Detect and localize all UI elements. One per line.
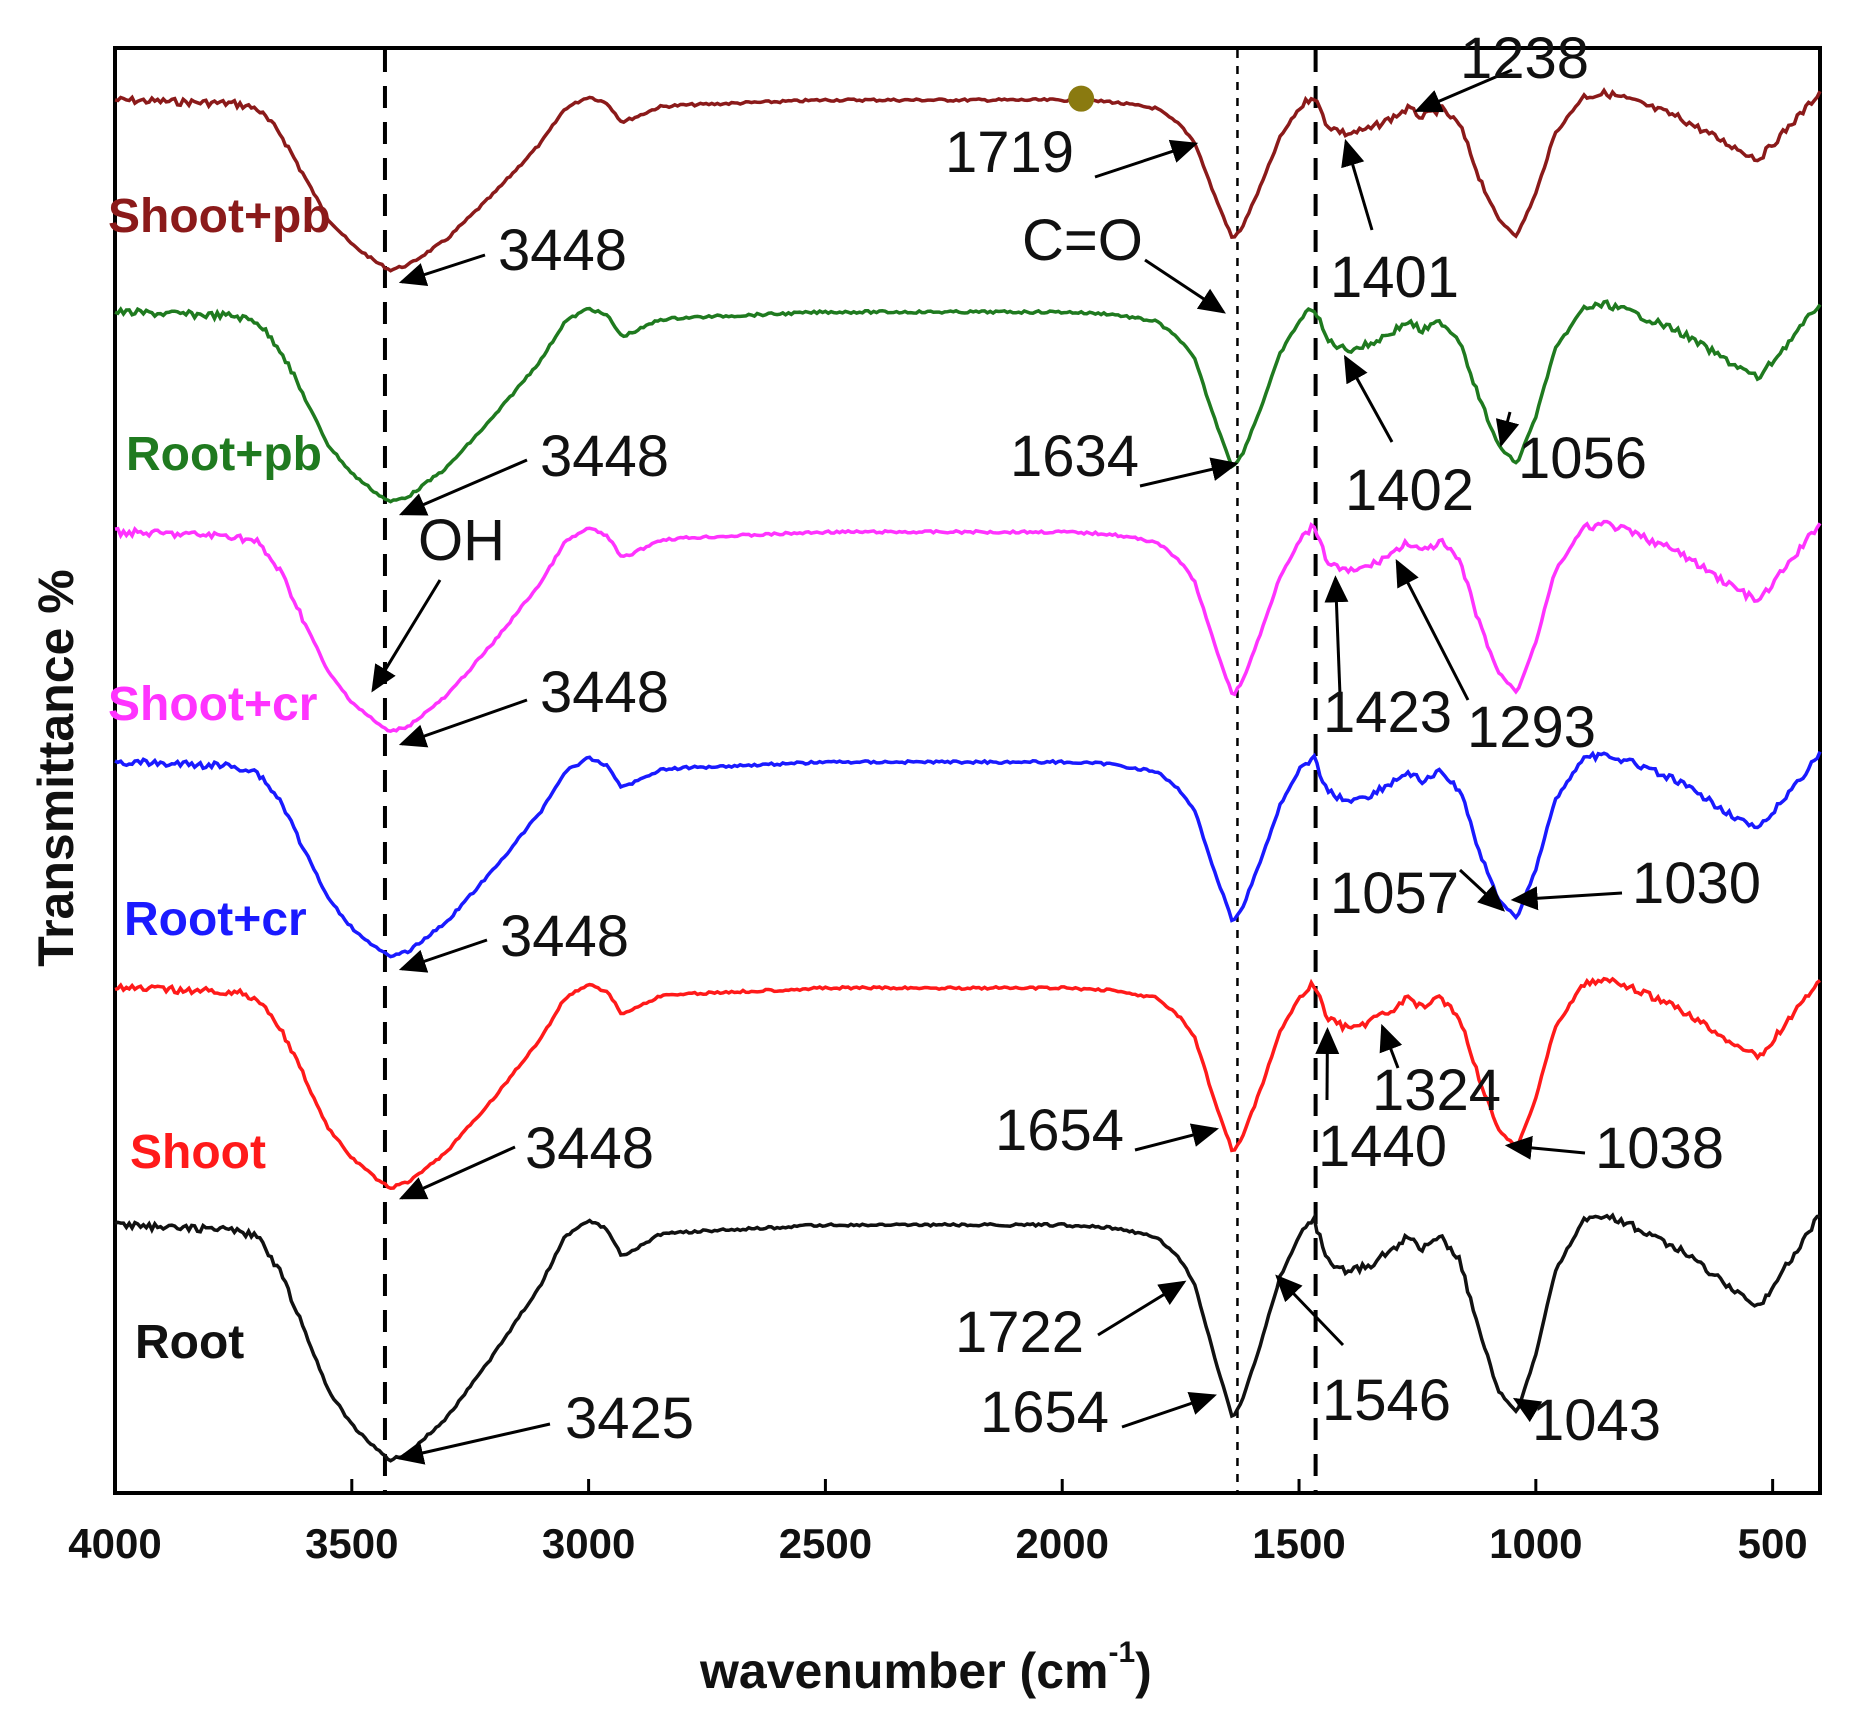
annotation-label-14: 3448: [500, 904, 629, 969]
x-tick-label-2000: 2000: [1016, 1520, 1109, 1567]
annotation-arrow-23: [396, 1422, 551, 1465]
annotation-label-12: 1423: [1323, 680, 1452, 745]
annotation-label-9: 1056: [1518, 426, 1647, 491]
annotation-arrow-18: [1134, 1123, 1219, 1152]
annotation-arrow-3: [1341, 138, 1374, 231]
x-axis-ticks: 4000 3500 3000 2500 2000 1500 1000 500: [68, 1479, 1808, 1567]
annotation-label-16: 1030: [1632, 851, 1761, 916]
annotation-label-3: 1401: [1330, 245, 1459, 310]
annotation-arrow-15: [1458, 868, 1506, 912]
series-label-shoot-cr: Shoot+cr: [108, 678, 317, 731]
x-axis-title: wavenumber (cm-1): [699, 1636, 1152, 1699]
annotation-label-25: 1546: [1322, 1368, 1451, 1433]
annotation-label-18: 1654: [995, 1098, 1124, 1163]
annotation-label-21: 1038: [1595, 1116, 1724, 1181]
annotation-arrow-24: [1121, 1392, 1217, 1429]
x-axis-title-close: ): [1135, 1643, 1152, 1699]
annotation-arrow-16: [1510, 886, 1623, 911]
x-tick-label-3000: 3000: [542, 1520, 635, 1567]
annotation-arrow-22: [1097, 1280, 1187, 1337]
annotation-label-6: 3448: [540, 424, 669, 489]
series-layer: Shoot+pb Root+pb Shoot+cr Root+cr Shoot Root: [108, 85, 1822, 1463]
annotation-arrow-6: [398, 458, 528, 516]
x-tick-label-2500: 2500: [779, 1520, 872, 1567]
annotation-arrow-4: [1414, 68, 1513, 113]
annotation-label-17: 3448: [525, 1116, 654, 1181]
annotation-label-8: 1402: [1345, 458, 1474, 523]
annotation-arrow-26: [1512, 1397, 1543, 1423]
annotation-arrow-9: [1495, 411, 1520, 448]
series-label-root-cr: Root+cr: [124, 893, 307, 946]
annotation-label-7: 1634: [1010, 424, 1139, 489]
series-label-shoot: Shoot: [130, 1126, 266, 1179]
annotation-arrow-2: [1094, 139, 1199, 179]
x-tick-label-4000: 4000: [68, 1520, 161, 1567]
series-label-root-pb: Root+pb: [126, 428, 322, 481]
x-axis-title-text: wavenumber (cm: [699, 1643, 1108, 1699]
y-axis-title: Transmittance %: [28, 569, 84, 966]
annotation-label-10: OH: [418, 508, 505, 573]
annotation-arrow-7: [1139, 457, 1239, 488]
x-tick-label-500: 500: [1738, 1520, 1808, 1567]
series-line-root-cr: [114, 750, 1822, 959]
annotation-label-1: 3448: [498, 218, 627, 283]
annotation-label-5: C=O: [1022, 208, 1143, 273]
x-tick-label-3500: 3500: [305, 1520, 398, 1567]
annotation-arrow-14: [398, 938, 488, 973]
annotation-label-2: 1719: [945, 120, 1074, 185]
x-tick-label-1500: 1500: [1252, 1520, 1345, 1567]
annotation-label-26: 1043: [1532, 1388, 1661, 1453]
plot-frame: [113, 46, 1822, 1495]
annotation-label-20: 1324: [1372, 1058, 1501, 1123]
annotation-arrow-20: [1379, 1023, 1403, 1069]
annotation-label-13: 1293: [1467, 695, 1596, 760]
series-line-shoot: [114, 976, 1822, 1190]
annotation-label-4: 1238: [1460, 26, 1589, 91]
annotation-layer: 3448 1719 1401 1238 C=O 3448 1634 1402 1056 OH 344…: [371, 26, 1761, 1465]
series-label-shoot-pb: Shoot+pb: [108, 190, 331, 243]
annotation-arrow-25: [1275, 1274, 1345, 1347]
series-label-root: Root: [135, 1316, 244, 1369]
x-axis-title-superscript: -1: [1108, 1636, 1135, 1669]
annotation-arrow-5: [1144, 258, 1226, 314]
annotation-arrow-17: [398, 1145, 516, 1200]
annotation-arrow-8: [1343, 354, 1394, 443]
annotation-label-15: 1057: [1330, 861, 1459, 926]
annotation-label-11: 3448: [540, 660, 669, 725]
reference-lines: [382, 50, 1318, 1491]
annotation-label-19: 1440: [1318, 1114, 1447, 1179]
marker-dot: [1068, 85, 1095, 112]
annotation-arrow-1: [398, 253, 486, 287]
annotation-arrow-11: [398, 698, 528, 748]
annotation-arrow-12: [1324, 575, 1349, 696]
annotation-label-24: 1654: [980, 1380, 1109, 1445]
x-tick-label-1000: 1000: [1489, 1520, 1582, 1567]
annotation-arrow-13: [1395, 558, 1470, 701]
annotation-label-23: 3425: [565, 1386, 694, 1451]
annotation-label-22: 1722: [955, 1300, 1084, 1365]
annotation-arrow-21: [1504, 1135, 1586, 1160]
annotation-arrow-10: [371, 579, 442, 693]
